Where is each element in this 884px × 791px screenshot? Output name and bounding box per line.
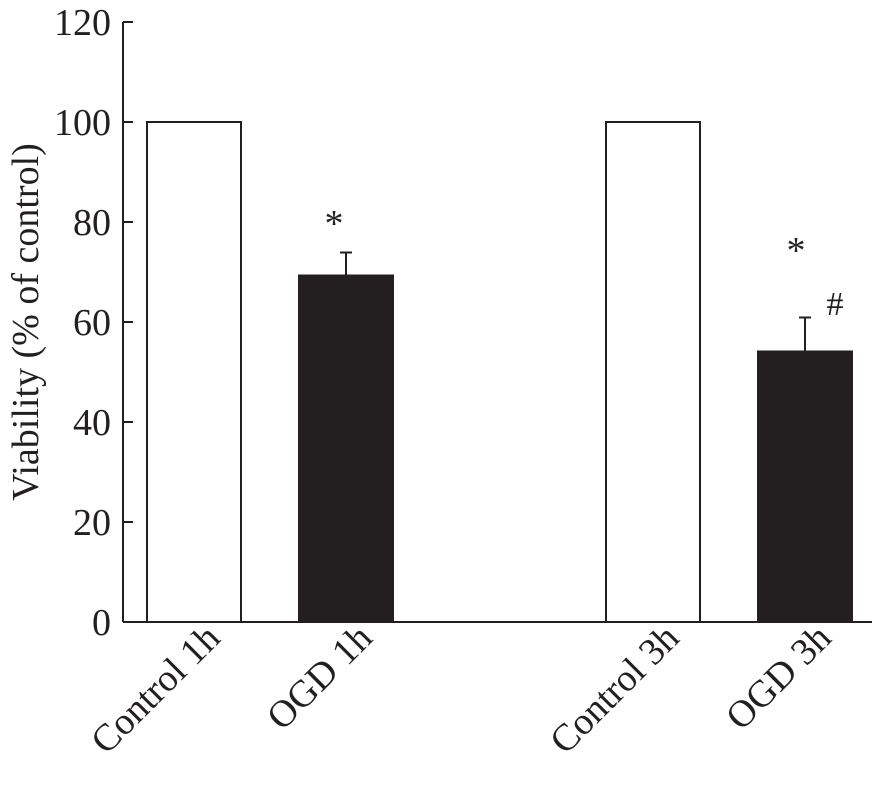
significance-marker: #	[827, 286, 844, 323]
y-axis-label: Viability (% of control)	[5, 143, 47, 501]
significance-marker: *	[787, 230, 806, 272]
bar	[757, 350, 853, 623]
significance-marker: *	[325, 203, 344, 245]
x-tick-label: Control 3h	[542, 617, 687, 762]
bar	[605, 121, 701, 623]
y-tick-label: 0	[92, 602, 111, 644]
y-tick-label: 40	[73, 402, 111, 444]
y-tick-label: 60	[73, 302, 111, 344]
bar	[146, 121, 242, 623]
y-tick-label: 100	[54, 102, 111, 144]
x-tick-label: OGD 1h	[259, 617, 381, 739]
y-tick-label: 80	[73, 202, 111, 244]
y-tick-label: 120	[54, 2, 111, 44]
y-tick-label: 20	[73, 502, 111, 544]
bar	[298, 274, 394, 623]
x-tick-label: OGD 3h	[718, 617, 840, 739]
